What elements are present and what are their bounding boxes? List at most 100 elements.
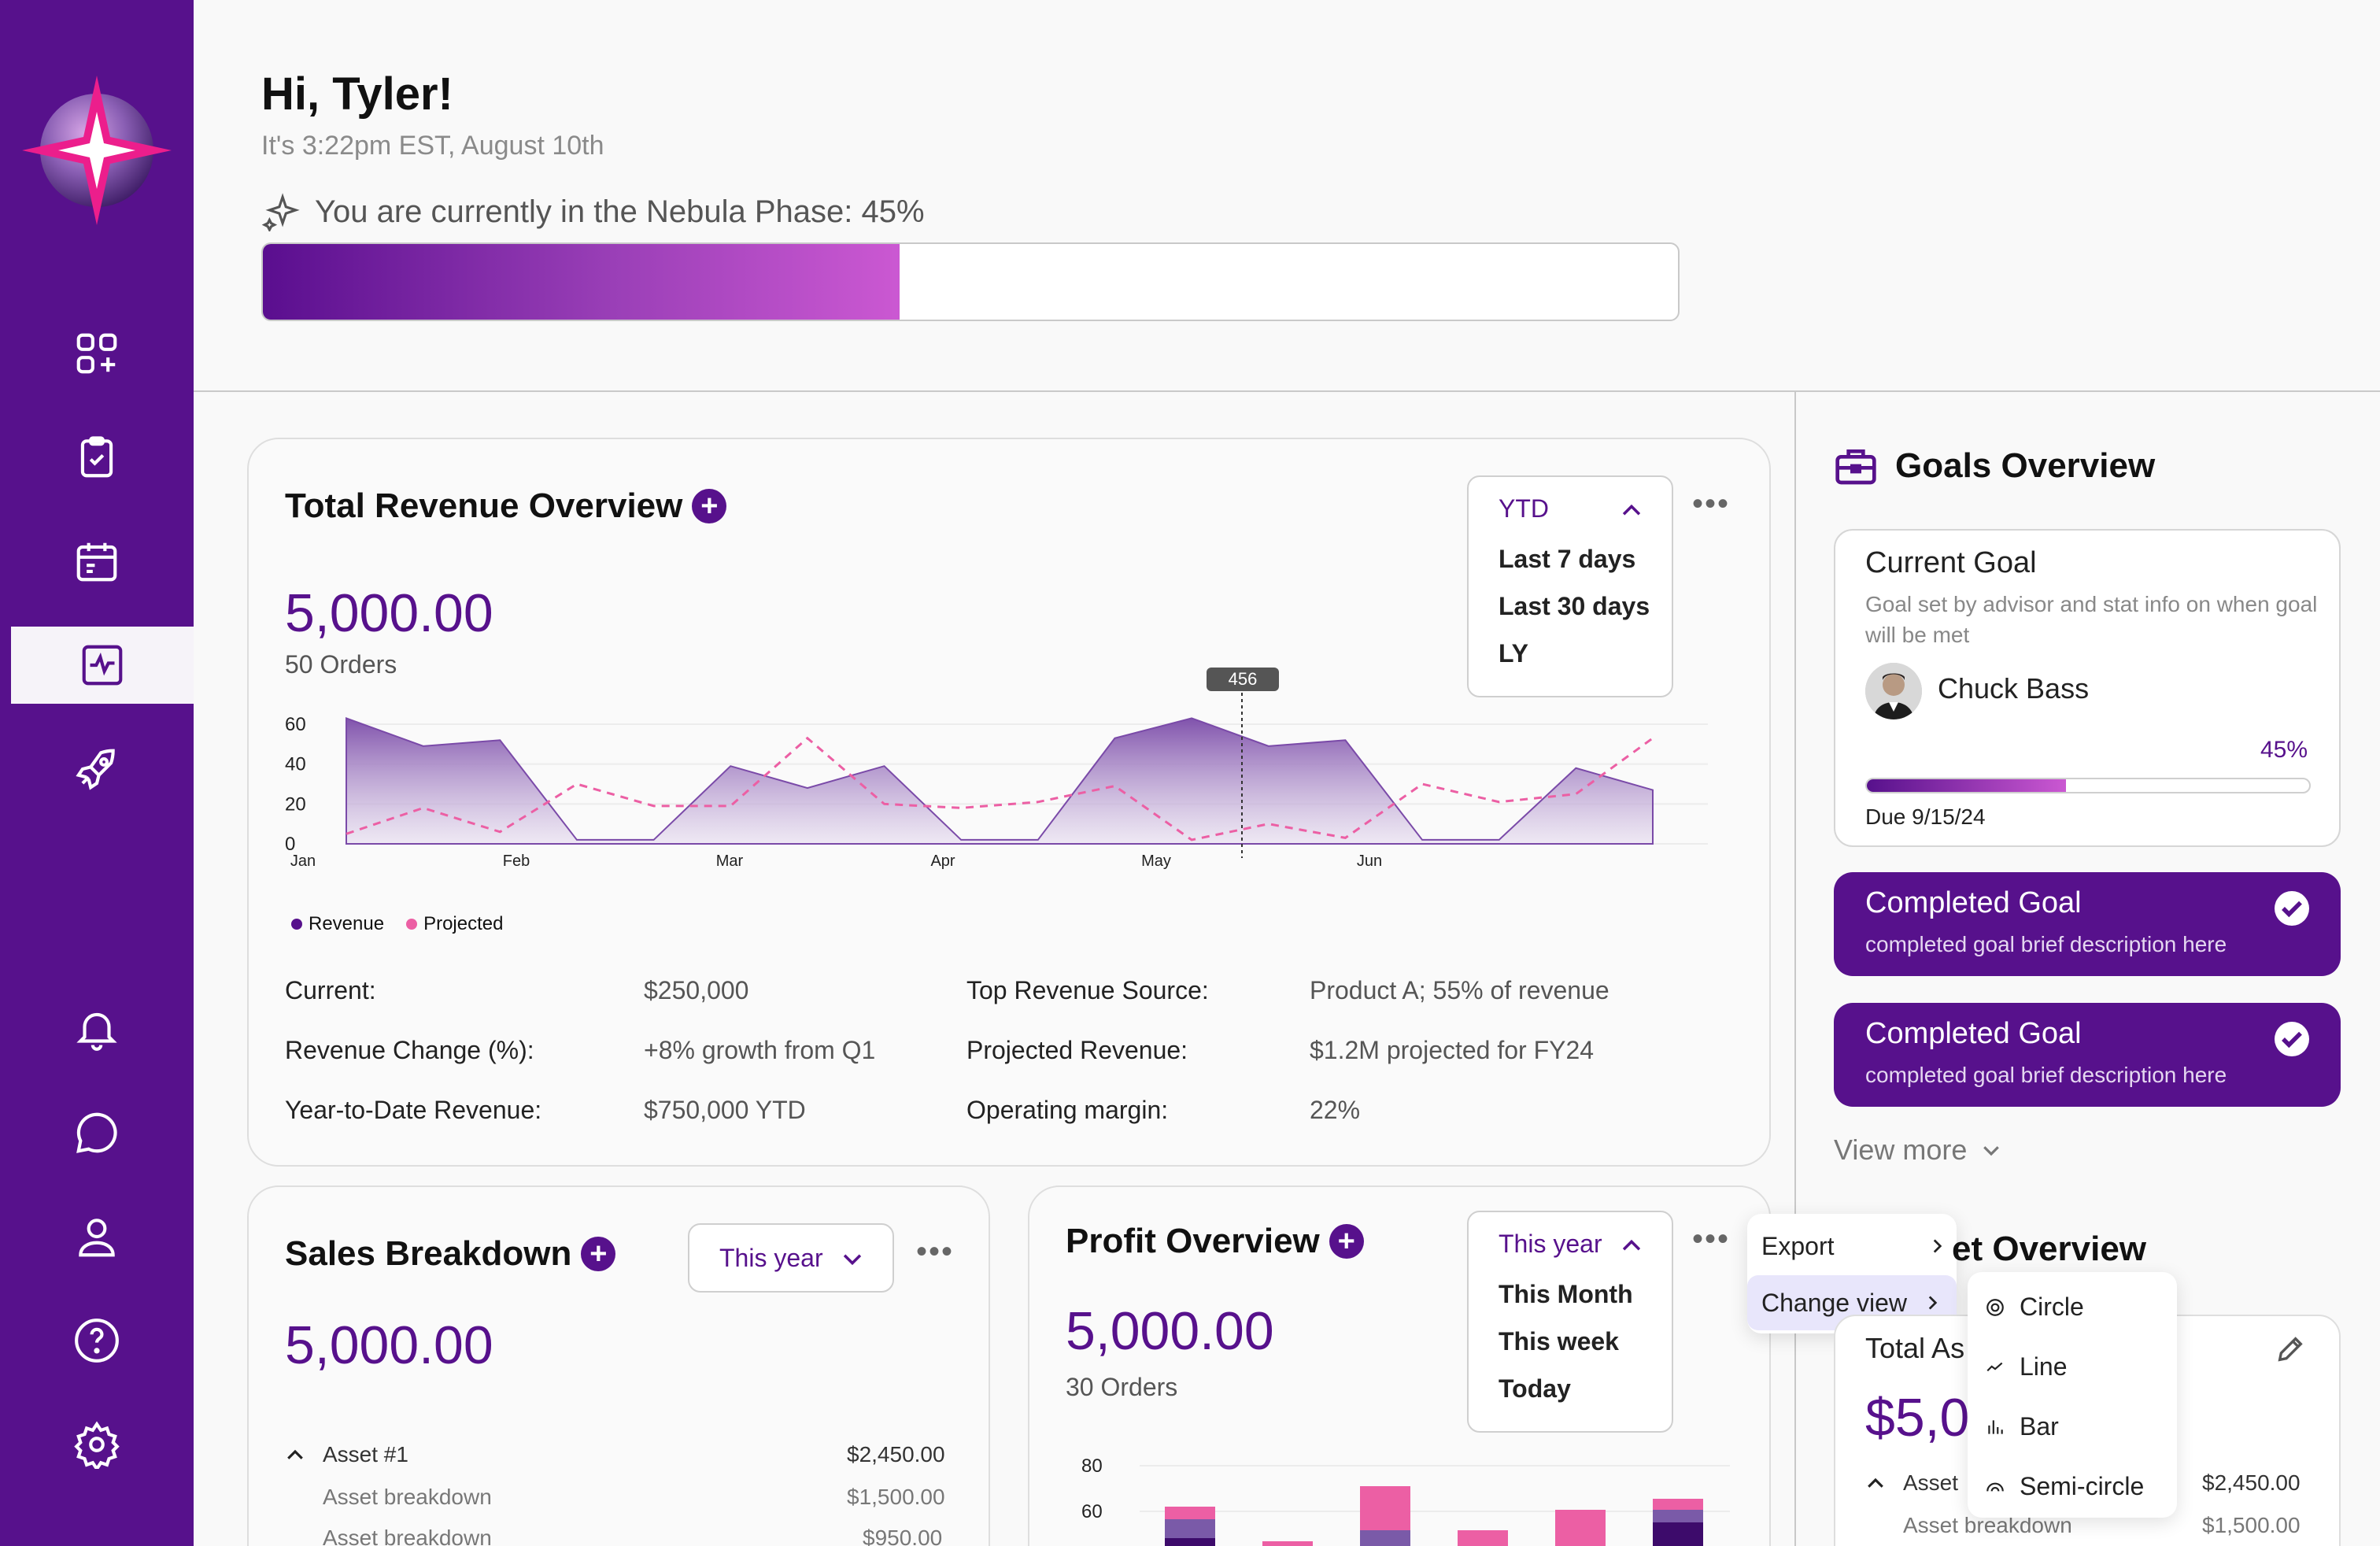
chevron-down-icon[interactable] (839, 1245, 866, 1272)
stat-label: Revenue Change (%): (285, 1036, 534, 1064)
profit-title: Profit Overview + (1066, 1222, 1364, 1261)
bar-chart-icon (1988, 1419, 2003, 1434)
profit-orders: 30 Orders (1066, 1373, 1178, 1401)
view-more-label: View more (1834, 1134, 1968, 1166)
dropdown-option[interactable]: Today (1499, 1374, 1571, 1403)
stat-label: Year-to-Date Revenue: (285, 1096, 542, 1124)
sales-period-dropdown[interactable]: This year (688, 1223, 894, 1293)
chevron-up-icon[interactable] (1618, 1233, 1645, 1259)
nav-calendar[interactable] (0, 523, 194, 600)
clipboard-check-icon (80, 436, 113, 478)
sales-title: Sales Breakdown + (285, 1234, 616, 1274)
view-option-circle[interactable]: Circle (1985, 1293, 2084, 1322)
nav-messages[interactable] (0, 1094, 194, 1171)
legend-swatch-revenue (291, 919, 302, 930)
legend-revenue: Revenue (309, 913, 385, 934)
change-view-submenu: Circle Line Bar Semi-circle (1968, 1272, 2177, 1518)
nav-analytics[interactable] (0, 627, 194, 704)
stat-value: +8% growth from Q1 (644, 1036, 876, 1064)
more-options-icon[interactable]: ••• (1692, 1222, 1731, 1256)
view-option-semicircle[interactable]: Semi-circle (1985, 1472, 2144, 1501)
phase-progress-bar (261, 242, 1680, 321)
dashboard-icon (76, 333, 117, 374)
completed-goal-card[interactable]: Completed Goal completed goal brief desc… (1834, 1003, 2341, 1107)
dropdown-option[interactable]: This week (1499, 1327, 1619, 1356)
more-options-icon[interactable]: ••• (916, 1234, 955, 1269)
current-goal-card[interactable]: Current Goal Goal set by advisor and sta… (1834, 529, 2341, 847)
nav-tasks[interactable] (0, 419, 194, 496)
nav-profile[interactable] (0, 1198, 194, 1275)
view-option-label: Circle (2020, 1293, 2084, 1321)
dropdown-option[interactable]: Last 30 days (1499, 592, 1650, 620)
add-sales-icon[interactable]: + (581, 1237, 616, 1271)
revenue-chart: 60 40 20 0 456 Jan Feb Mar Apr May Jun (285, 668, 1708, 870)
more-options-icon[interactable]: ••• (1692, 486, 1731, 521)
chart-legend: Revenue Projected (291, 913, 503, 935)
y-tick: 60 (285, 714, 306, 735)
tooltip-box (1207, 668, 1279, 691)
nav-notifications[interactable] (0, 990, 194, 1067)
goal-percent: 45% (2260, 737, 2308, 763)
chevron-up-icon[interactable] (1864, 1472, 1887, 1496)
completed-goal-title: Completed Goal (1865, 886, 2082, 919)
advisor-name: Chuck Bass (1938, 672, 2090, 705)
stat-value: Product A; 55% of revenue (1310, 976, 1609, 1004)
dropdown-option[interactable]: This Month (1499, 1280, 1633, 1308)
goal-progress-bar (1865, 778, 2311, 793)
chevron-right-icon (1928, 1296, 1938, 1310)
x-tick: Feb (503, 853, 530, 870)
profit-value: 5,000.00 (1066, 1301, 1274, 1361)
menu-export[interactable]: Export (1761, 1228, 1947, 1264)
asset-total-value: $5,0 (1865, 1388, 1970, 1448)
nav-settings[interactable] (0, 1406, 194, 1483)
completed-goal-desc: completed goal brief description here (1865, 932, 2227, 956)
view-option-label: Line (2020, 1352, 2068, 1381)
nav-dashboard[interactable] (0, 315, 194, 392)
asset-sub-label: Asset breakdown (323, 1485, 492, 1509)
completed-goal-card[interactable]: Completed Goal completed goal brief desc… (1834, 872, 2341, 976)
revenue-area (346, 716, 1654, 845)
completed-goal-title: Completed Goal (1865, 1017, 2082, 1050)
edit-icon[interactable] (2275, 1333, 2306, 1365)
add-profit-icon[interactable]: + (1329, 1224, 1364, 1259)
menu-change-view-label: Change view (1761, 1288, 1907, 1317)
dropdown-selected[interactable]: This year (1499, 1230, 1602, 1258)
legend-swatch-projected (406, 919, 418, 930)
asset-label: Asset #1 (323, 1442, 408, 1466)
calendar-icon (76, 542, 117, 582)
revenue-orders: 50 Orders (285, 650, 397, 679)
view-more-link[interactable]: View more (1834, 1134, 2003, 1167)
stat-value: $750,000 YTD (644, 1096, 806, 1124)
stat-label: Top Revenue Source: (966, 976, 1209, 1004)
dropdown-selected[interactable]: This year (719, 1244, 823, 1272)
add-revenue-icon[interactable]: + (692, 489, 727, 523)
menu-export-label: Export (1761, 1231, 1835, 1260)
asset-sub-label: Asset breakdown (323, 1526, 492, 1546)
dropdown-option[interactable]: LY (1499, 639, 1528, 668)
profit-period-dropdown[interactable]: This year This Month This week Today (1467, 1211, 1673, 1433)
completed-goal-desc: completed goal brief description here (1865, 1063, 2227, 1087)
view-option-line[interactable]: Line (1985, 1352, 2068, 1381)
current-goal-desc: Goal set by advisor and stat info on whe… (1865, 592, 2318, 648)
revenue-period-dropdown[interactable]: YTD Last 7 days Last 30 days LY (1467, 475, 1673, 697)
divider (1794, 392, 1796, 1546)
dropdown-selected[interactable]: YTD (1499, 494, 1549, 523)
header (194, 0, 2380, 392)
phase-text: You are currently in the Nebula Phase: 4… (315, 194, 925, 229)
nav-launch[interactable] (0, 730, 194, 808)
stat-label: Projected Revenue: (966, 1036, 1188, 1064)
dropdown-option[interactable]: Last 7 days (1499, 545, 1636, 573)
nav-help[interactable] (0, 1302, 194, 1379)
phase-progress-fill (263, 244, 900, 320)
line-chart-icon (1986, 1362, 2003, 1371)
x-tick: Apr (930, 853, 955, 870)
sales-title-text: Sales Breakdown (285, 1234, 572, 1273)
chevron-up-icon[interactable] (283, 1444, 307, 1467)
profit-title-text: Profit Overview (1066, 1222, 1320, 1260)
chevron-up-icon[interactable] (1618, 497, 1645, 524)
current-time: It's 3:22pm EST, August 10th (261, 131, 604, 161)
view-option-bar[interactable]: Bar (1985, 1412, 2059, 1441)
tooltip-value: 456 (1229, 669, 1258, 689)
rocket-icon (76, 749, 115, 790)
briefcase-icon (1835, 449, 1876, 485)
